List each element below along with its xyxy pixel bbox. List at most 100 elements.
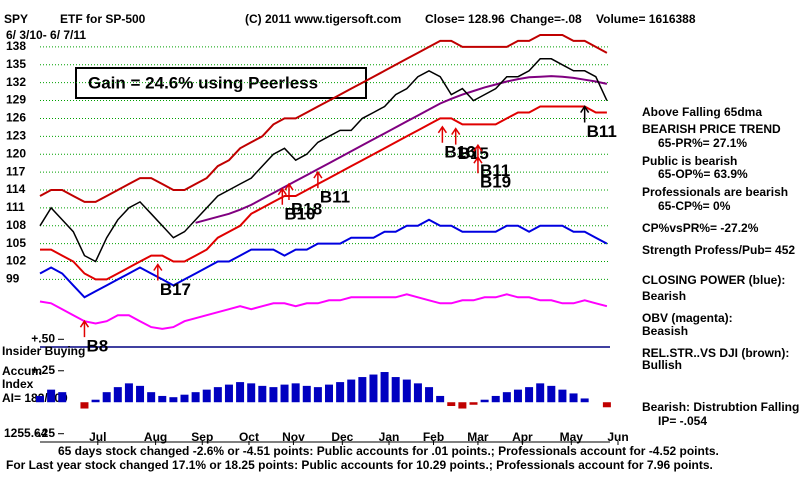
side-text: Professionals are bearish xyxy=(642,185,788,199)
accum-bar xyxy=(347,379,356,403)
y-tick-label: 132 xyxy=(6,75,26,89)
series-line xyxy=(39,293,608,330)
y-tick-label: 135 xyxy=(6,57,26,71)
side-text: Above Falling 65dma xyxy=(642,105,762,119)
accum-bar xyxy=(325,384,333,403)
accum-bar xyxy=(480,399,489,403)
accum-bar xyxy=(513,389,522,403)
signal-arrow xyxy=(277,187,287,205)
y-tick-label: 138 xyxy=(6,39,26,53)
x-tick-label: Dec xyxy=(331,430,353,444)
side-text: Strength Profess/Pub= 452 xyxy=(642,243,795,257)
signal-label: B11 xyxy=(587,122,617,141)
accum-bar xyxy=(525,387,534,403)
accum-bar xyxy=(558,389,567,403)
accum-bar xyxy=(336,382,345,403)
accum-bar xyxy=(247,383,256,403)
accum-bar xyxy=(202,389,211,403)
accum-bar xyxy=(402,379,411,403)
signal-arrow xyxy=(437,125,448,143)
series-line xyxy=(195,75,608,224)
series-line xyxy=(39,58,608,263)
header-text: (C) 2011 www.tigersoft.com xyxy=(245,12,401,26)
y-tick-label: 102 xyxy=(6,254,26,268)
accum-bar xyxy=(447,402,456,407)
y-tick-label: 111 xyxy=(6,200,25,214)
x-tick-label: Aug xyxy=(144,430,167,444)
accum-bar xyxy=(358,377,367,403)
accum-bar xyxy=(136,385,145,403)
signal-arrow xyxy=(580,105,590,123)
signal-arrow xyxy=(153,263,163,281)
side-text: BEARISH PRICE TREND xyxy=(642,122,781,136)
side-text: Bearish: Distrubtion Falling. xyxy=(642,400,800,414)
footer-text: 65 days stock changed -2.6% or -4.51 poi… xyxy=(58,444,719,458)
accum-bar xyxy=(180,394,189,403)
accum-bar xyxy=(380,372,389,403)
side-text: Beasish xyxy=(642,324,688,338)
x-tick-label: Apr xyxy=(512,430,533,444)
x-tick-label: Mar xyxy=(467,430,489,444)
side-text: 65-PR%= 27.1% xyxy=(658,136,747,150)
accum-bar xyxy=(291,383,300,403)
accum-bar xyxy=(113,387,122,403)
accum-bar xyxy=(224,384,233,403)
side-text: Public is bearish xyxy=(642,154,737,168)
side-text: REL.STR..VS DJI (brown): xyxy=(642,346,789,360)
signal-arrow xyxy=(79,319,90,338)
side-text: Bearish xyxy=(642,289,686,303)
accum-tick-label: +.25 xyxy=(31,363,55,377)
gain-text: Gain = 24.6% using Peerless xyxy=(88,73,318,92)
footer-text: For Last year stock changed 17.1% or 18.… xyxy=(6,458,713,472)
accum-bar xyxy=(302,385,311,403)
y-tick-label: 123 xyxy=(6,129,26,143)
y-tick-label: 114 xyxy=(6,182,26,196)
signal-label: B16 xyxy=(444,142,475,161)
header-text: Accum xyxy=(2,364,42,378)
y-tick-label: 108 xyxy=(6,218,26,232)
accum-bar xyxy=(269,387,278,403)
accum-bar xyxy=(436,395,445,403)
signal-label: B19 xyxy=(480,173,511,192)
signal-label: B17 xyxy=(160,280,191,299)
accum-bar xyxy=(369,374,378,403)
header-text: Change=-.08 xyxy=(510,12,582,26)
header-text: AI= 182/200 xyxy=(2,391,68,405)
series-line xyxy=(39,34,608,203)
header-text: SPY xyxy=(4,12,28,26)
side-text: CP%vsPR%= -27.2% xyxy=(642,221,759,235)
accum-bar xyxy=(258,385,267,403)
series-line xyxy=(40,105,607,281)
x-tick-label: Feb xyxy=(423,430,444,444)
accum-bar xyxy=(236,382,245,403)
header-text: 6/ 3/10- 6/ 7/11 xyxy=(6,28,86,42)
accum-tick-label: -.25 xyxy=(34,426,55,440)
signal-label: B11 xyxy=(320,188,350,207)
y-tick-label: 117 xyxy=(6,164,26,178)
signal-label: B8 xyxy=(86,337,108,356)
x-tick-label: Oct xyxy=(239,430,259,444)
accum-bar xyxy=(491,395,500,403)
series-line xyxy=(39,218,608,299)
accum-bar xyxy=(280,384,289,403)
accum-bar xyxy=(602,402,611,408)
accum-bar xyxy=(469,402,478,405)
x-tick-label: May xyxy=(560,430,584,444)
header-text: Close= 128.96 xyxy=(425,12,505,26)
accum-bar xyxy=(36,395,44,403)
side-text: IP= -.054 xyxy=(658,414,707,428)
signal-arrow xyxy=(284,182,294,201)
x-tick-label: Sep xyxy=(191,430,213,444)
accum-tick-label: +.50 xyxy=(31,331,55,345)
y-tick-label: 99 xyxy=(6,272,20,286)
x-tick-label: Jun xyxy=(607,430,628,444)
signal-arrow xyxy=(313,170,323,189)
accum-bar xyxy=(313,387,322,403)
accum-bar xyxy=(502,392,511,403)
y-tick-label: 120 xyxy=(6,146,26,160)
accum-bar xyxy=(425,387,434,403)
signal-label: B18 xyxy=(291,200,322,219)
side-text: CLOSING POWER (blue): xyxy=(642,273,785,287)
signal-label: B11 xyxy=(480,161,510,180)
